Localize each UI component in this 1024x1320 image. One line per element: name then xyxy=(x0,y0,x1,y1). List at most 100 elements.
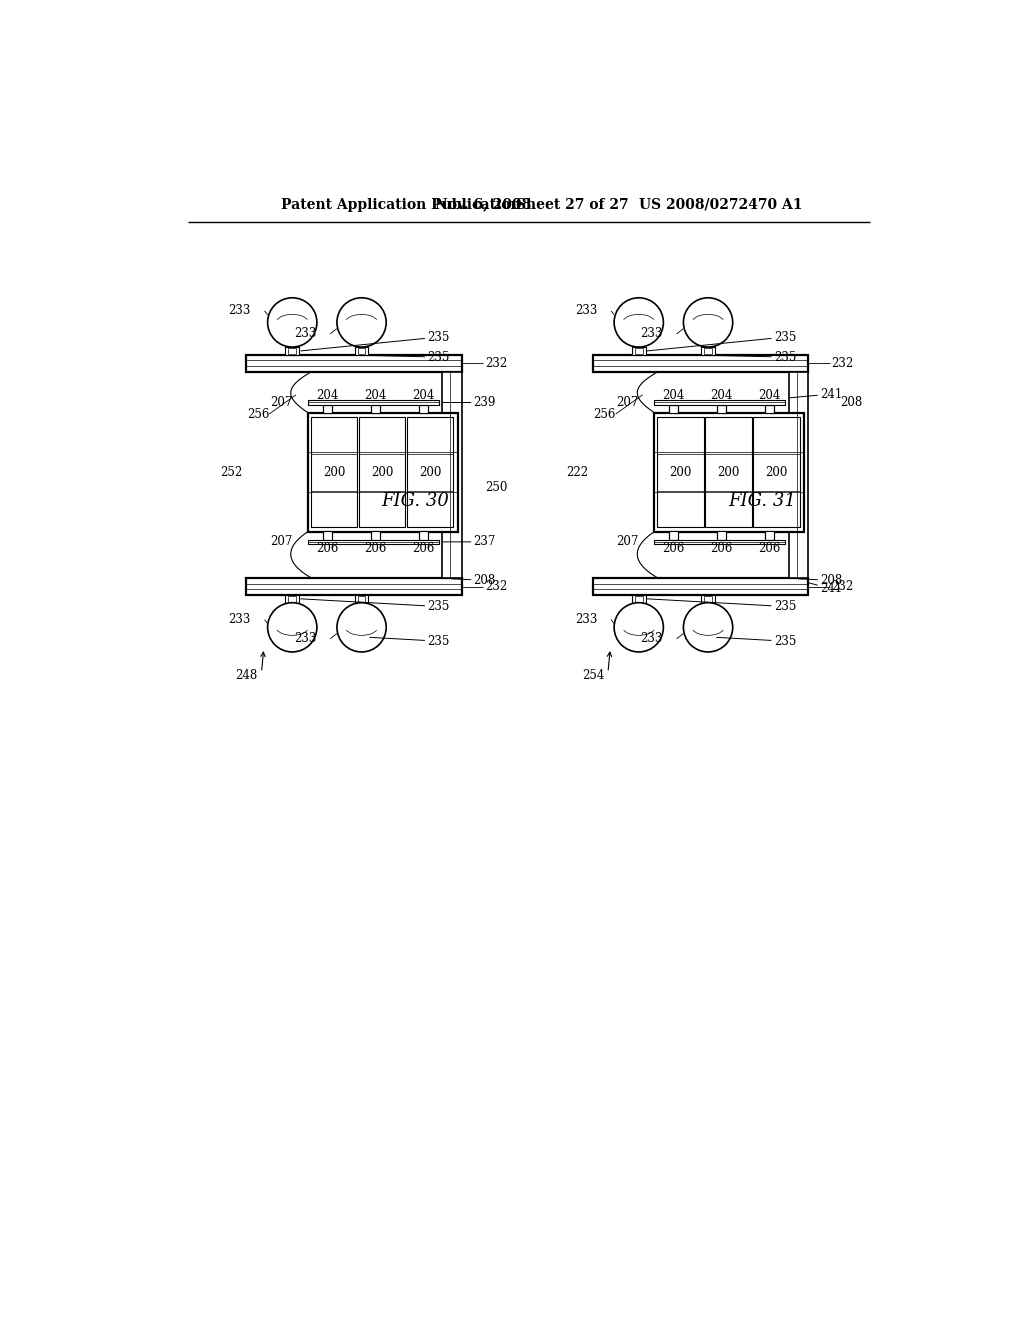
Bar xyxy=(407,417,454,527)
Text: 232: 232 xyxy=(484,356,507,370)
Text: 235: 235 xyxy=(301,599,450,612)
Bar xyxy=(717,531,726,540)
Bar xyxy=(307,540,438,544)
Bar xyxy=(419,405,428,413)
Text: 206: 206 xyxy=(413,543,434,556)
Circle shape xyxy=(337,298,386,347)
Bar xyxy=(442,372,462,578)
Text: 237: 237 xyxy=(442,536,496,548)
Circle shape xyxy=(614,603,664,652)
Text: FIG. 30: FIG. 30 xyxy=(382,492,450,510)
Bar xyxy=(354,595,369,603)
Text: 235: 235 xyxy=(647,330,797,351)
Bar xyxy=(310,417,357,527)
Text: Patent Application Publication: Patent Application Publication xyxy=(281,198,520,211)
Bar xyxy=(765,405,774,413)
Text: 208: 208 xyxy=(798,574,843,587)
Text: US 2008/0272470 A1: US 2008/0272470 A1 xyxy=(639,198,802,211)
Text: 248: 248 xyxy=(236,668,258,681)
Text: 207: 207 xyxy=(616,396,639,409)
Bar xyxy=(657,417,703,527)
Text: 256: 256 xyxy=(593,408,615,421)
Text: 204: 204 xyxy=(663,389,685,403)
Text: 206: 206 xyxy=(663,543,685,556)
Bar xyxy=(701,347,715,355)
Bar xyxy=(705,348,712,354)
Text: 233: 233 xyxy=(228,305,251,317)
Text: 233: 233 xyxy=(640,632,663,645)
Bar xyxy=(289,595,296,602)
Text: 232: 232 xyxy=(831,356,854,370)
Text: 200: 200 xyxy=(371,466,393,479)
Text: 204: 204 xyxy=(365,389,386,403)
Text: 204: 204 xyxy=(711,389,733,403)
Text: 256: 256 xyxy=(247,408,269,421)
Text: 235: 235 xyxy=(301,330,450,351)
Text: 250: 250 xyxy=(484,480,507,494)
Bar xyxy=(635,595,643,602)
Text: 206: 206 xyxy=(365,543,386,556)
Text: 233: 233 xyxy=(294,327,316,341)
Bar xyxy=(701,595,715,603)
Circle shape xyxy=(683,603,733,652)
Bar xyxy=(307,412,458,532)
Bar xyxy=(246,578,462,595)
Text: 235: 235 xyxy=(647,599,797,612)
Text: Sheet 27 of 27: Sheet 27 of 27 xyxy=(515,198,628,211)
Text: 254: 254 xyxy=(582,668,604,681)
Bar xyxy=(289,348,296,354)
Bar xyxy=(632,347,646,355)
Text: 239: 239 xyxy=(442,396,496,409)
Text: 207: 207 xyxy=(270,536,292,548)
Bar xyxy=(670,405,679,413)
Bar xyxy=(286,595,299,603)
Bar xyxy=(371,405,380,413)
Bar xyxy=(705,595,712,602)
Bar xyxy=(357,348,366,354)
Text: 207: 207 xyxy=(616,536,639,548)
Text: 200: 200 xyxy=(670,466,691,479)
Bar xyxy=(654,540,785,544)
Text: 241: 241 xyxy=(808,582,843,595)
Circle shape xyxy=(267,603,316,652)
Bar xyxy=(593,355,808,372)
Text: 235: 235 xyxy=(717,635,797,648)
Text: 200: 200 xyxy=(765,466,787,479)
Text: 235: 235 xyxy=(370,351,450,363)
Text: 232: 232 xyxy=(831,579,854,593)
Text: 222: 222 xyxy=(566,466,589,479)
Circle shape xyxy=(267,298,316,347)
Bar xyxy=(358,417,406,527)
Circle shape xyxy=(614,298,664,347)
Text: 206: 206 xyxy=(711,543,733,556)
Text: 235: 235 xyxy=(717,351,797,363)
Text: 208: 208 xyxy=(841,396,863,409)
Bar xyxy=(632,595,646,603)
Bar xyxy=(419,531,428,540)
Bar xyxy=(754,417,800,527)
Text: 233: 233 xyxy=(574,305,597,317)
Text: 200: 200 xyxy=(717,466,739,479)
Bar xyxy=(593,578,808,595)
Text: FIG. 31: FIG. 31 xyxy=(728,492,796,510)
Circle shape xyxy=(337,603,386,652)
Bar xyxy=(323,405,332,413)
Text: Nov. 6, 2008: Nov. 6, 2008 xyxy=(435,198,531,211)
Bar xyxy=(717,405,726,413)
Bar xyxy=(706,417,752,527)
Text: 206: 206 xyxy=(316,543,339,556)
Text: 233: 233 xyxy=(640,327,663,341)
Text: 233: 233 xyxy=(294,632,316,645)
Bar xyxy=(788,372,808,578)
Bar xyxy=(286,347,299,355)
Text: 233: 233 xyxy=(574,612,597,626)
Text: 204: 204 xyxy=(316,389,339,403)
Bar xyxy=(246,355,462,372)
Text: 252: 252 xyxy=(220,466,243,479)
Text: 207: 207 xyxy=(270,396,292,409)
Bar xyxy=(307,400,438,405)
Text: 241: 241 xyxy=(788,388,843,400)
Bar xyxy=(371,531,380,540)
Text: 204: 204 xyxy=(413,389,434,403)
Text: 200: 200 xyxy=(419,466,441,479)
